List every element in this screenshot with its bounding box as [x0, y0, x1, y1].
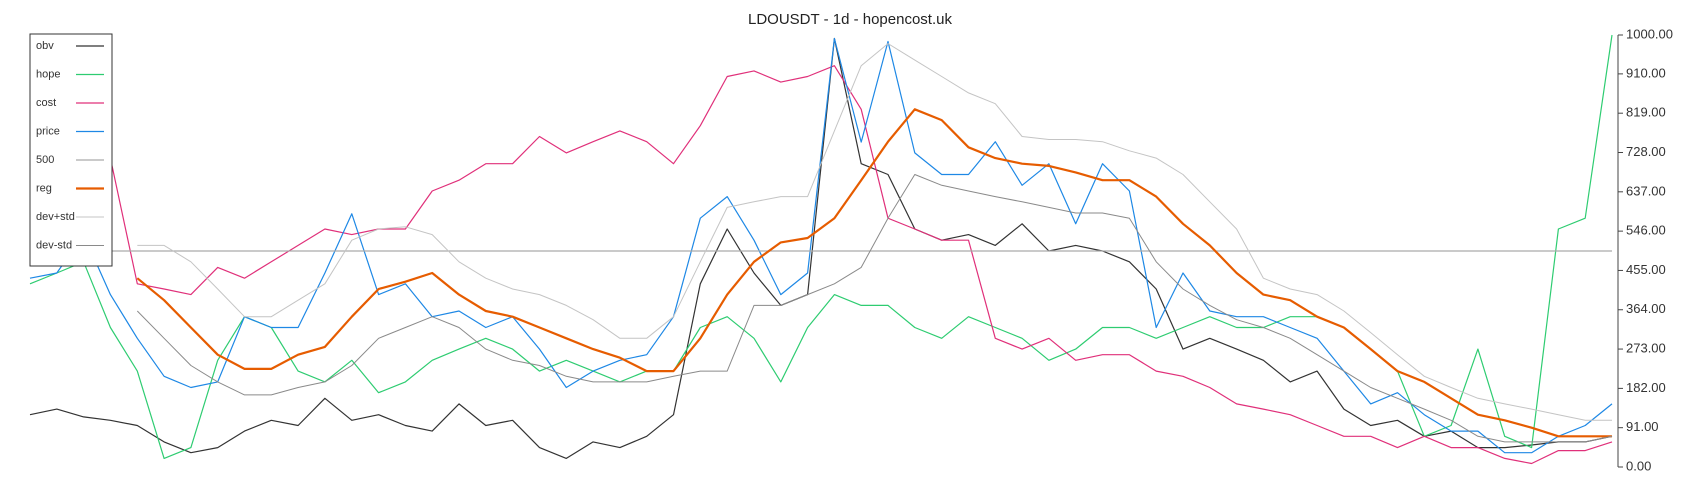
legend-label: obv — [36, 40, 54, 52]
y-tick-label: 273.00 — [1626, 341, 1666, 356]
legend-label: 500 — [36, 154, 54, 166]
series-line — [137, 43, 1612, 421]
series-line — [29, 37, 1613, 454]
y-tick-label: 728.00 — [1626, 144, 1666, 159]
series-line — [136, 108, 1612, 438]
series-line — [29, 37, 1613, 459]
y-tick-label: 910.00 — [1626, 65, 1666, 80]
y-tick-label: 364.00 — [1626, 301, 1666, 316]
y-tick-label: 455.00 — [1626, 262, 1666, 277]
legend-label: dev-std — [36, 239, 72, 251]
chart-title: LDOUSDT - 1d - hopencost.uk — [748, 11, 952, 28]
y-tick-label: 91.00 — [1626, 419, 1659, 434]
legend: obv hope cost price 500 reg dev+std dev-std — [29, 33, 113, 267]
y-tick-label: 819.00 — [1626, 105, 1666, 120]
y-tick-label: 546.00 — [1626, 223, 1666, 238]
legend-label: price — [36, 125, 60, 137]
legend-label: reg — [36, 182, 52, 194]
series-line — [136, 174, 1613, 443]
legend-label: hope — [36, 68, 60, 80]
y-tick-label: 1000.00 — [1626, 26, 1673, 41]
y-tick-label: 637.00 — [1626, 183, 1666, 198]
y-tick-label: 0.00 — [1626, 458, 1651, 473]
legend-label: dev+std — [36, 211, 75, 223]
y-tick-label: 182.00 — [1626, 380, 1666, 395]
plot-area: 0.00 91.00 182.00 273.00 364.00 455.00 546.00 6… — [29, 26, 1673, 473]
legend-box — [29, 33, 113, 267]
legend-label: cost — [36, 97, 56, 109]
series-line — [29, 65, 1613, 465]
